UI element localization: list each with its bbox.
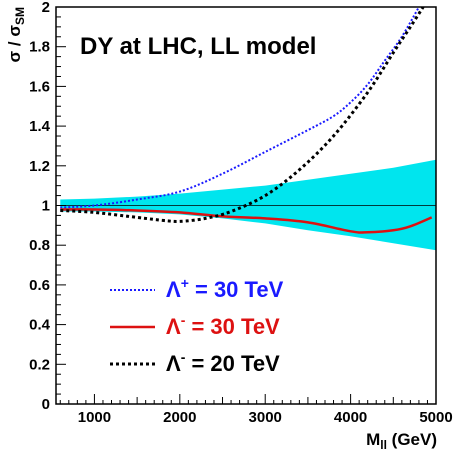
x-axis-label: Mll (GeV) xyxy=(366,430,437,450)
y-tick-label: 0 xyxy=(42,396,50,413)
series-layer xyxy=(60,7,433,234)
x-tick-label: 4000 xyxy=(334,409,367,426)
y-tick-label: 1.8 xyxy=(29,39,50,56)
y-tick-label: 2 xyxy=(42,0,50,16)
y-tick-label: 1.4 xyxy=(29,118,51,135)
uncertainty-band xyxy=(60,159,436,251)
x-tick-label: 2000 xyxy=(163,409,196,426)
y-tick-label: 1.6 xyxy=(29,78,50,95)
y-axis-label: σ / σSM xyxy=(5,7,27,62)
x-tick-label: 3000 xyxy=(249,409,282,426)
legend-label-2: Λ- = 30 TeV xyxy=(166,312,280,339)
y-tick-label: 0.8 xyxy=(29,237,50,254)
y-tick-label: 0.2 xyxy=(29,356,50,373)
axis-layer: 1000 2000 3000 4000 5000 0 0.2 0.4 0.6 0.8 1 1.2 1.4… xyxy=(29,0,453,426)
legend-label-3: Λ- = 20 TeV xyxy=(166,349,280,376)
y-tick-label: 0.4 xyxy=(29,317,51,334)
y-tick-label: 0.6 xyxy=(29,277,50,294)
legend-label-1: Λ+ = 30 TeV xyxy=(166,275,284,302)
y-tick-label: 1.2 xyxy=(29,158,50,175)
chart-title: DY at LHC, LL model xyxy=(80,33,316,60)
series-line-1 xyxy=(60,7,420,209)
series-line-3 xyxy=(60,7,425,223)
x-tick-label: 1000 xyxy=(78,409,111,426)
uncertainty-band-layer xyxy=(60,159,436,251)
y-tick-label: 1 xyxy=(42,198,50,215)
x-tick-label: 5000 xyxy=(419,409,452,426)
series-line-2 xyxy=(60,208,433,234)
legend: Λ+ = 30 TeV Λ- = 30 TeV Λ- = 20 TeV xyxy=(110,275,284,376)
